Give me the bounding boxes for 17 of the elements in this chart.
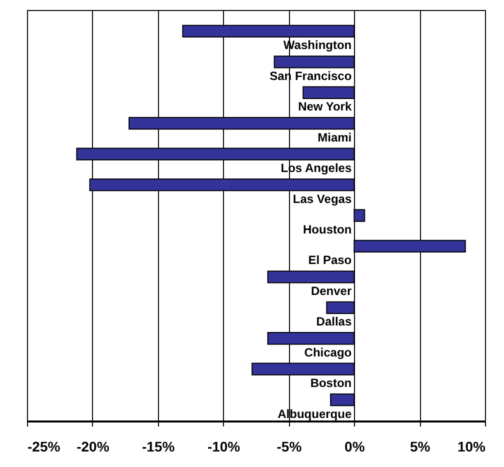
x-tick-label: -15% — [142, 438, 176, 454]
y-tick-label: Miami — [318, 130, 352, 144]
y-tick-label: Denver — [310, 284, 352, 298]
y-tick-label: Boston — [310, 376, 352, 390]
y-tick-label: Houston — [302, 222, 352, 236]
x-tick-label: -10% — [207, 438, 241, 454]
x-tick-label: 5% — [410, 438, 431, 454]
y-tick-label: El Paso — [308, 253, 352, 268]
y-tick-label: Chicago — [304, 345, 352, 360]
x-tick-label: -25% — [28, 438, 61, 454]
y-tick-label: Dallas — [316, 314, 352, 329]
x-tick-label: 0% — [344, 438, 366, 454]
y-tick-label: Las Vegas — [292, 192, 352, 206]
x-tick-label: -5% — [276, 438, 302, 454]
x-tick-label: 10% — [457, 438, 486, 454]
y-tick-label: New York — [298, 100, 352, 114]
x-tick-label: -20% — [76, 438, 110, 454]
